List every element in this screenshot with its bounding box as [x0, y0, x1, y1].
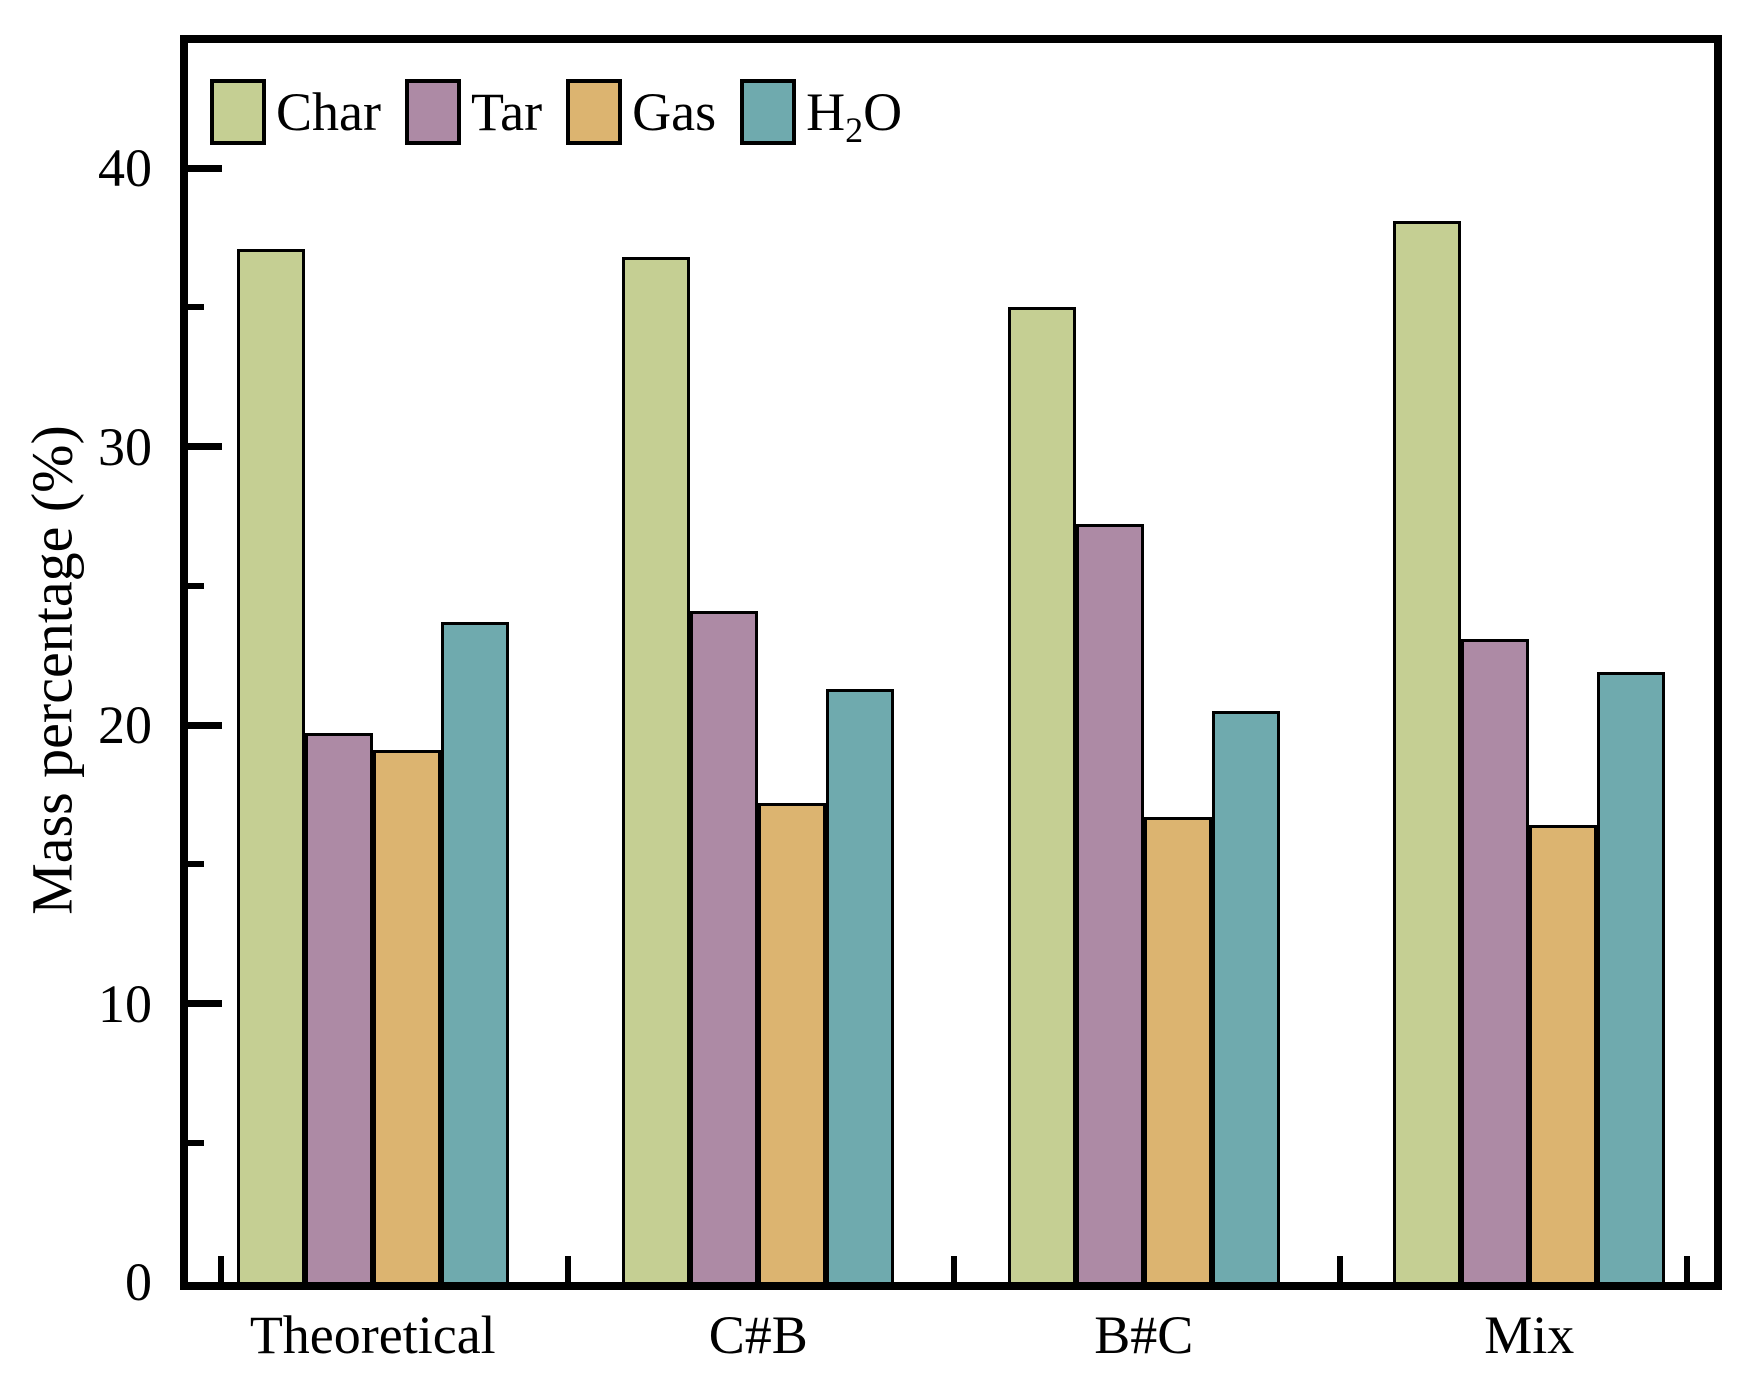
legend-label-char: Char [276, 82, 381, 142]
legend-label-h2o-main: H [806, 82, 846, 142]
bar-char-theoretical [236, 248, 305, 1282]
y-minor-tick [188, 861, 204, 868]
bar-gas-theoretical [372, 750, 441, 1282]
bar-tar-c-b [690, 610, 759, 1282]
y-major-tick [188, 443, 222, 450]
bar-h2o-mix [1597, 672, 1666, 1282]
x-axis-labels: Theoretical C#B B#C Mix [180, 1303, 1722, 1383]
x-axis-label-b-c: B#C [1094, 1305, 1194, 1365]
bar-gas-c-b [758, 802, 827, 1282]
x-axis-label-c-b: C#B [708, 1305, 808, 1365]
legend-label-h2o-tail: O [863, 82, 903, 142]
x-minor-tick [1684, 1256, 1690, 1282]
bar-gas-b-c [1143, 816, 1212, 1282]
legend-label-h2o: H2O [806, 79, 903, 148]
x-minor-tick [1337, 1256, 1343, 1282]
y-axis-tick-labels: 0 10 20 30 40 [0, 35, 152, 1309]
bar-gas-mix [1529, 825, 1598, 1282]
legend-label-gas: Gas [632, 82, 717, 142]
y-minor-tick [188, 304, 204, 311]
y-major-tick [188, 1000, 222, 1007]
y-major-tick [188, 721, 222, 729]
legend-swatch-char [210, 79, 266, 145]
x-minor-tick [951, 1256, 957, 1282]
y-tick-label: 40 [98, 138, 152, 198]
bar-tar-theoretical [304, 733, 373, 1282]
y-tick-label: 10 [98, 973, 152, 1034]
legend-swatch-h2o [740, 79, 797, 145]
x-minor-tick [218, 1256, 224, 1282]
y-major-tick [188, 164, 222, 172]
bar-char-c-b [622, 257, 691, 1282]
y-minor-tick [188, 1139, 204, 1146]
legend-label-h2o-subscript: 2 [845, 109, 864, 150]
x-axis-label-mix: Mix [1484, 1305, 1575, 1365]
legend-swatch-gas [566, 79, 623, 145]
y-minor-tick [188, 582, 204, 589]
y-tick-label: 30 [98, 416, 152, 477]
legend-label-tar: Tar [470, 82, 543, 142]
bar-tar-b-c [1075, 524, 1144, 1282]
y-tick-label: 20 [98, 695, 152, 755]
bar-char-b-c [1007, 307, 1076, 1282]
bar-h2o-c-b [826, 688, 895, 1282]
x-axis-label-theoretical: Theoretical [249, 1305, 496, 1365]
legend-swatch-tar [404, 79, 461, 145]
plot-area: Char Tar Gas H2O [180, 35, 1722, 1290]
x-minor-tick [565, 1256, 571, 1282]
bar-h2o-theoretical [440, 621, 509, 1282]
y-tick-label: 0 [125, 1252, 152, 1312]
bar-h2o-b-c [1211, 711, 1280, 1282]
bar-tar-mix [1461, 638, 1530, 1282]
bar-char-mix [1393, 220, 1462, 1282]
legend: Char Tar Gas H2O [210, 79, 926, 148]
plot-inner: Char Tar Gas H2O [188, 43, 1714, 1282]
